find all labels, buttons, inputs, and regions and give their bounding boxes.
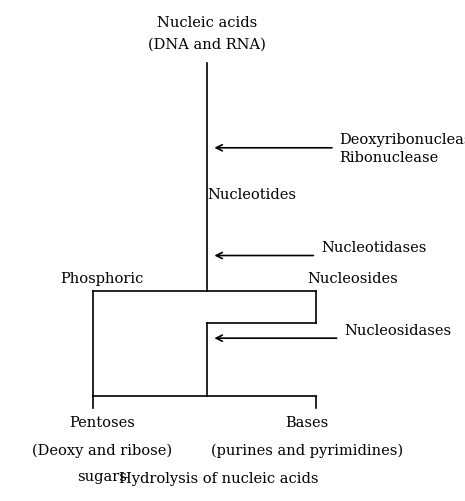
Text: Phosphoric: Phosphoric xyxy=(60,272,144,286)
Text: sugars: sugars xyxy=(77,470,127,484)
Text: Bases: Bases xyxy=(285,416,329,430)
Text: Nucleosidases: Nucleosidases xyxy=(344,324,451,338)
Text: Deoxyribonuclease: Deoxyribonuclease xyxy=(339,133,465,147)
Text: Hydrolysis of nucleic acids: Hydrolysis of nucleic acids xyxy=(119,472,319,486)
Text: Nucleotidases: Nucleotidases xyxy=(321,241,426,255)
Text: Nucleosides: Nucleosides xyxy=(307,272,398,286)
Text: (Deoxy and ribose): (Deoxy and ribose) xyxy=(32,443,173,458)
Text: (purines and pyrimidines): (purines and pyrimidines) xyxy=(211,443,403,458)
Text: (DNA and RNA): (DNA and RNA) xyxy=(148,38,266,52)
Text: Ribonuclease: Ribonuclease xyxy=(339,151,438,165)
Text: Nucleic acids: Nucleic acids xyxy=(157,16,257,30)
Text: Nucleotides: Nucleotides xyxy=(207,188,296,202)
Text: Pentoses: Pentoses xyxy=(69,416,135,430)
